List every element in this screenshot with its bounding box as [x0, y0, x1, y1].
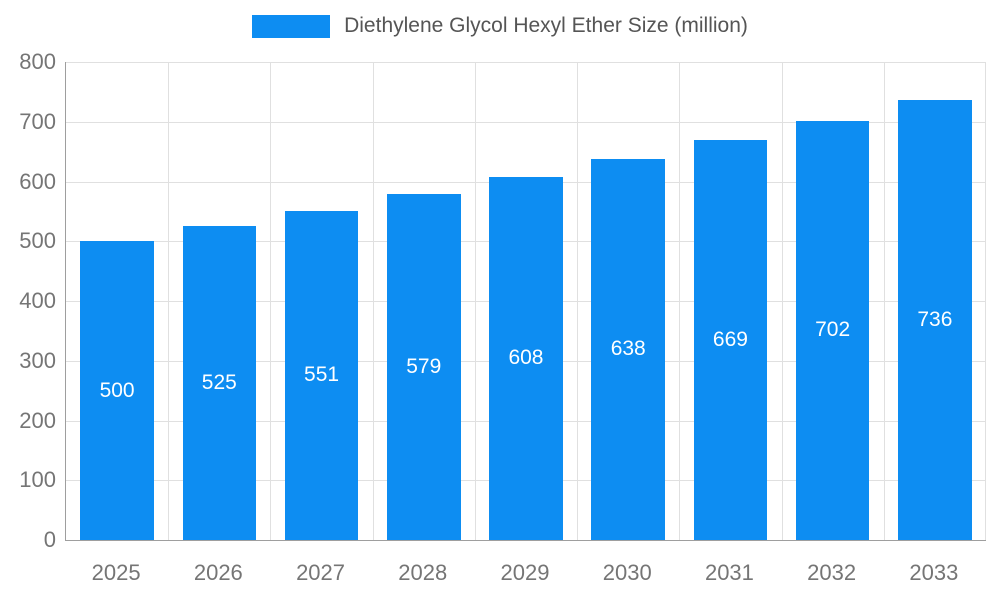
y-axis: 0 100 200 300 400 500 600 700 800: [0, 49, 56, 552]
legend-item[interactable]: Diethylene Glycol Hexyl Ether Size (mill…: [252, 14, 748, 38]
vgrid-line: [781, 62, 783, 540]
vgrid-line: [985, 62, 986, 540]
x-axis: 2025 2026 2027 2028 2029 2030 2031 2032 2033: [65, 560, 985, 590]
vgrid-line: [270, 62, 272, 540]
ytick-label: 300: [19, 347, 56, 373]
bar-2025: 500: [80, 241, 154, 540]
bar-value-label: 736: [917, 308, 953, 332]
ytick-label: 800: [19, 49, 56, 74]
bar-value-label: 638: [610, 337, 646, 361]
bar-2028: 579: [386, 194, 461, 540]
ytick-label: 500: [19, 228, 56, 254]
bar-2029: 608: [489, 176, 563, 540]
bar-value-label: 669: [712, 328, 748, 352]
bar-2027: 551: [284, 210, 359, 540]
xtick-label: 2025: [91, 560, 141, 585]
bar-2032: 702: [795, 120, 870, 540]
bar-value-label: 500: [99, 378, 135, 402]
xtick-label: 2030: [602, 560, 652, 585]
bar-2030: 638: [591, 158, 666, 540]
bar-2031: 669: [693, 140, 768, 540]
hgrid-line: [66, 121, 986, 123]
bar-2033: 736: [898, 100, 972, 540]
xtick-label: 2026: [193, 560, 243, 585]
vgrid-line: [679, 62, 681, 540]
vgrid-line: [883, 62, 885, 540]
vgrid-line: [474, 62, 476, 540]
ytick-label: 200: [19, 407, 56, 433]
xtick-label: 2029: [500, 560, 550, 585]
vgrid-line: [168, 62, 170, 540]
hgrid-line: [66, 62, 986, 63]
xtick-label: 2028: [398, 560, 448, 585]
plot-area: 500 525 551 579 608 638 669 702 736: [65, 62, 986, 541]
bar-value-label: 525: [201, 371, 237, 395]
ytick-label: 700: [19, 108, 56, 134]
vgrid-line: [372, 62, 374, 540]
ytick-label: 0: [43, 527, 56, 552]
bar-value-label: 608: [508, 346, 544, 370]
xtick-label: 2033: [909, 560, 959, 585]
bar-2026: 525: [182, 226, 257, 540]
xtick-label: 2031: [704, 560, 754, 585]
xtick-label: 2032: [807, 560, 857, 585]
legend-label: Diethylene Glycol Hexyl Ether Size (mill…: [344, 14, 748, 37]
ytick-label: 400: [19, 288, 56, 313]
bar-value-label: 551: [304, 363, 340, 387]
legend-swatch: [252, 14, 331, 38]
bar-value-label: 579: [406, 355, 442, 379]
ytick-label: 100: [19, 467, 56, 493]
xtick-label: 2027: [296, 560, 346, 585]
ytick-label: 600: [19, 168, 56, 194]
vgrid-line: [577, 62, 579, 540]
bar-value-label: 702: [815, 318, 851, 342]
chart-legend: Diethylene Glycol Hexyl Ether Size (mill…: [0, 14, 1000, 38]
